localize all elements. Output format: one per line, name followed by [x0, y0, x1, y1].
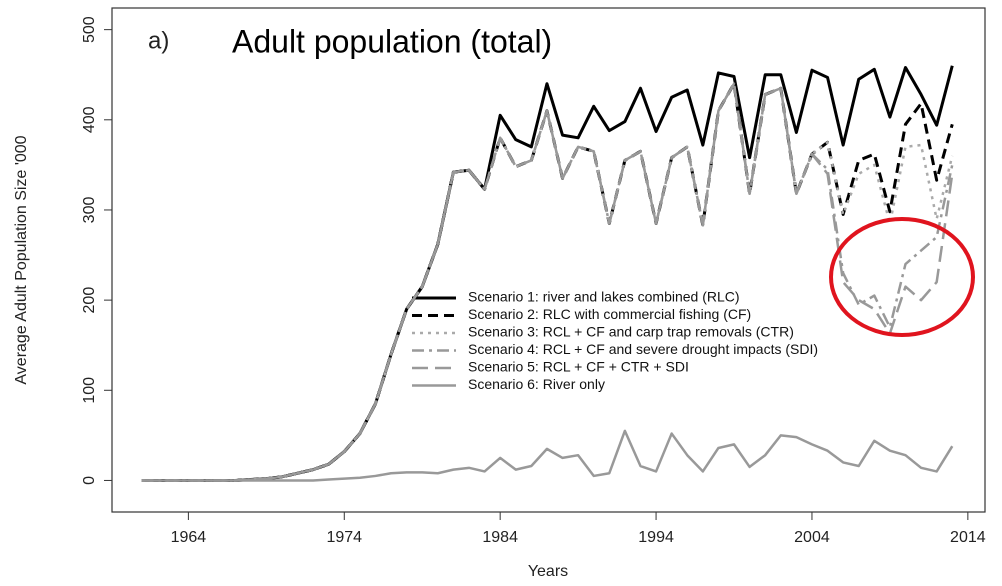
legend-label: Scenario 4: RCL + CF and severe drought … [468, 341, 818, 357]
series-line [141, 82, 954, 482]
plot-frame [111, 7, 986, 513]
legend-label: Scenario 1: river and lakes combined (RL… [468, 289, 740, 305]
legend-label: Scenario 3: RCL + CF and carp trap remov… [468, 324, 794, 340]
legend-label: Scenario 2: RLC with commercial fishing … [468, 306, 751, 322]
y-tick-label: 500 [81, 16, 98, 43]
legend-label: Scenario 5: RCL + CF + CTR + SDI [468, 359, 689, 375]
y-tick-label: 400 [81, 106, 98, 133]
y-tick-label: 100 [81, 377, 98, 404]
x-tick-label: 1984 [482, 529, 518, 546]
x-axis-label: Years [528, 563, 568, 580]
x-tick-label: 2014 [950, 529, 986, 546]
highlight-circle [829, 217, 975, 337]
chart-title: Adult population (total) [232, 23, 552, 59]
y-tick-label: 0 [81, 476, 98, 485]
x-tick-label: 2004 [794, 529, 830, 546]
x-tick-label: 1994 [638, 529, 674, 546]
panel-label: a) [148, 27, 169, 54]
y-tick-label: 200 [81, 287, 98, 314]
legend-label: Scenario 6: River only [468, 376, 605, 392]
y-tick-label: 300 [81, 197, 98, 224]
x-tick-label: 1964 [171, 529, 207, 546]
x-tick-label: 1974 [326, 529, 362, 546]
y-axis-label: Average Adult Population Size '000 [13, 135, 30, 384]
series-line [141, 429, 954, 482]
